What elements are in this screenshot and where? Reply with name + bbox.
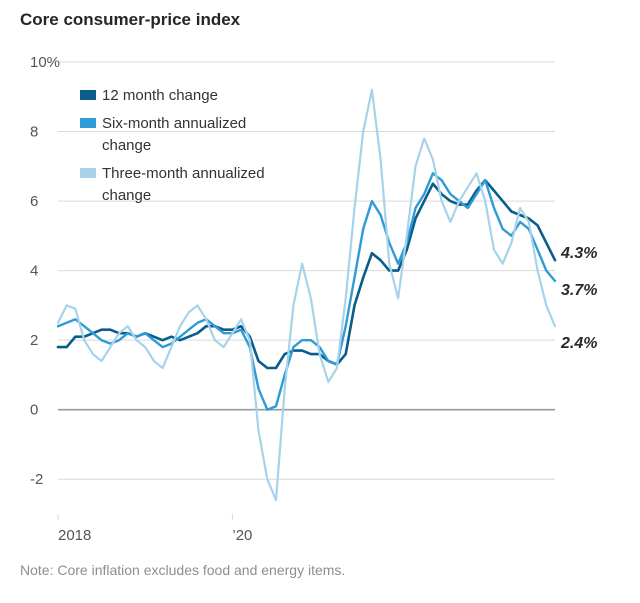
series-end-label-three_month: 2.4% <box>560 335 597 352</box>
y-axis-tick-label: 6 <box>30 193 38 210</box>
series-end-label-twelve_month: 4.3% <box>560 245 597 262</box>
chart-canvas: -2 0 2 4 6 8 10% 2018 ’20 4.3% 3.7% 2.4% 12 month ch… <box>20 36 620 556</box>
legend-label-three_month: Three-month annualized <box>102 165 265 182</box>
x-axis-tick-label: ’20 <box>232 527 252 544</box>
series-line-six_month <box>58 173 555 409</box>
y-axis-tick-label: 10% <box>30 54 60 71</box>
legend-swatch-twelve_month <box>80 90 96 100</box>
y-axis-tick-label: 8 <box>30 124 38 141</box>
y-axis-tick-label: 4 <box>30 263 38 280</box>
legend-label-six_month-l2: change <box>102 137 151 154</box>
chart-note: Note: Core inflation excludes food and e… <box>20 562 624 578</box>
x-axis-tick-label: 2018 <box>58 527 91 544</box>
y-axis-tick-label: -2 <box>30 471 43 488</box>
legend-label-twelve_month: 12 month change <box>102 87 218 104</box>
y-axis-tick-label: 2 <box>30 332 38 349</box>
series-end-label-six_month: 3.7% <box>561 282 597 299</box>
y-axis-tick-label: 0 <box>30 402 38 419</box>
chart-title: Core consumer-price index <box>20 10 624 30</box>
legend-label-six_month: Six-month annualized <box>102 115 246 132</box>
legend-swatch-six_month <box>80 118 96 128</box>
legend-label-three_month-l2: change <box>102 187 151 204</box>
legend-swatch-three_month <box>80 168 96 178</box>
